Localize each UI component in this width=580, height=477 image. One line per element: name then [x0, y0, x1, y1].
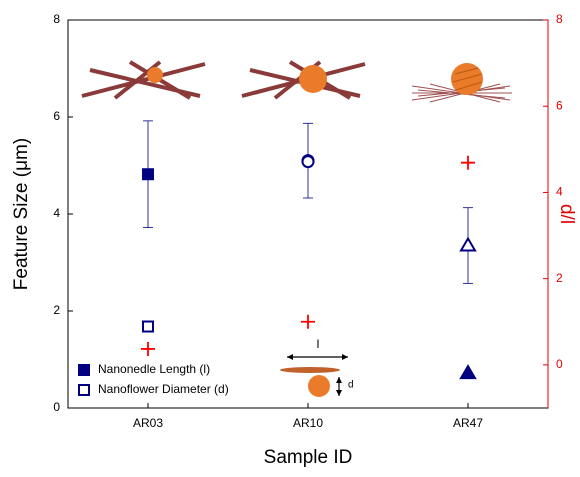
legend-marker [78, 384, 90, 396]
x-axis-title: Sample ID [264, 447, 353, 468]
data-point [141, 341, 155, 356]
y-tick-label: 6 [53, 109, 60, 123]
data-point [142, 320, 154, 333]
data-point [459, 364, 477, 380]
y2-axis-title: d/l [556, 204, 577, 224]
y2-tick-label: 2 [556, 271, 563, 285]
illustration [81, 60, 512, 397]
annotation: l [317, 337, 320, 351]
annotation: d [348, 380, 354, 391]
y2-tick-label: 0 [556, 357, 563, 371]
y-tick-label: 4 [53, 206, 60, 220]
x-tick-label: AR03 [133, 416, 163, 430]
y2-tick-label: 4 [556, 185, 563, 199]
x-tick-label: AR47 [453, 416, 483, 430]
legend-marker [78, 364, 90, 376]
data-point [142, 168, 154, 181]
y-tick-label: 0 [53, 400, 60, 414]
y-axis-title: Feature Size (μm) [11, 138, 32, 290]
y-tick-label: 8 [53, 12, 60, 26]
data-point [301, 155, 315, 169]
x-tick-label: AR10 [293, 416, 323, 430]
data-point [461, 155, 475, 170]
y2-tick-label: 6 [556, 98, 563, 112]
legend-label: Nanoflower Diameter (d) [98, 382, 229, 396]
y-tick-label: 2 [53, 303, 60, 317]
legend-label: Nanonedle Length (l) [98, 362, 210, 376]
y2-tick-label: 8 [556, 12, 563, 26]
data-point [459, 236, 477, 252]
data-point [301, 314, 315, 329]
